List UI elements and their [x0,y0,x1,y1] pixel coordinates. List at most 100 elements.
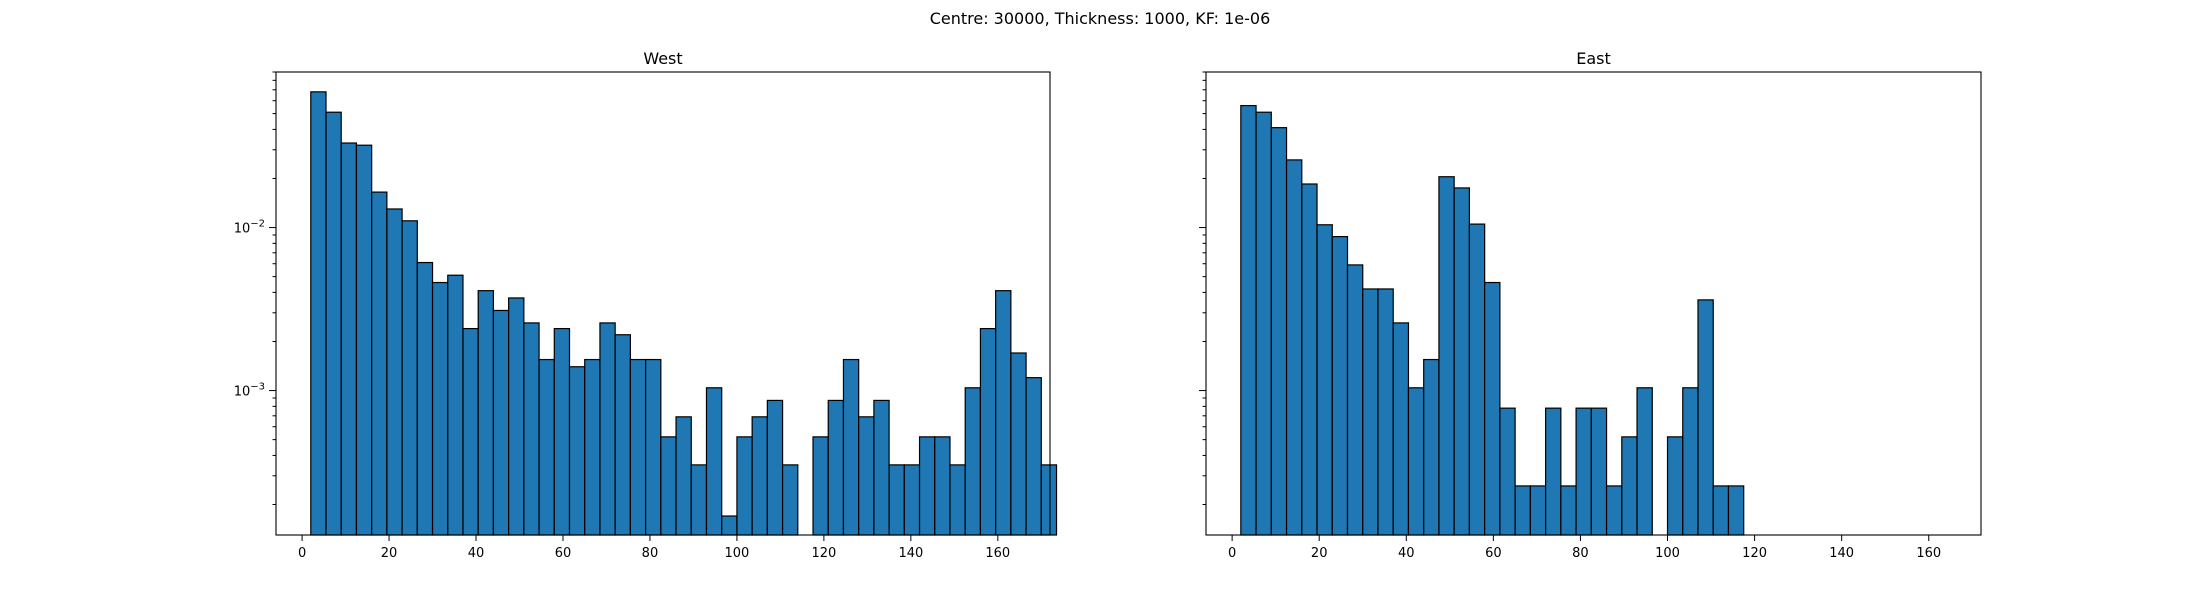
histogram-bar-west-1 [325,111,342,536]
histogram-bar-west-28 [736,436,753,536]
histogram-bar-east-15 [1468,223,1486,536]
histogram-bar-east-22 [1575,407,1592,536]
x-tick-label-east-60: 60 [1485,546,1502,561]
histogram-bar-west-36 [858,416,875,536]
histogram-bar-east-26 [1636,387,1653,536]
histogram-bar-west-29 [751,416,768,536]
histogram-bar-east-16 [1484,281,1501,536]
x-tick-label-west-60: 60 [555,546,572,561]
x-tick-label-east-80: 80 [1572,546,1589,561]
x-ticks-east: 0 20 40 60 80 100 120 140 160 [1228,535,1941,561]
x-tick-label-west-40: 40 [468,546,485,561]
histogram-bar-east-18 [1514,485,1531,536]
histogram-bar-west-30 [766,399,784,536]
histogram-bar-west-2 [340,142,358,536]
histogram-bar-east-1 [1255,111,1272,536]
histogram-bar-east-23 [1590,407,1608,536]
histogram-bar-east-5 [1316,224,1333,536]
histogram-bar-east-17 [1499,407,1516,536]
histogram-bar-west-15 [538,358,555,536]
histogram-bar-east-8 [1362,288,1379,536]
histogram-bar-east-3 [1285,159,1303,536]
histogram-bar-west-45 [995,290,1012,536]
histogram-bar-west-33 [812,436,829,536]
histogram-bar-east-12 [1423,358,1440,536]
histogram-bar-east-11 [1407,387,1425,536]
x-tick-label-east-120: 120 [1742,546,1767,561]
axes-frame-east [1205,71,1982,536]
axes-title-west: West [643,49,682,68]
histogram-bar-west-40 [918,436,936,536]
axes-title-east: East [1576,49,1611,68]
x-tick-label-east-140: 140 [1829,546,1854,561]
x-tick-label-west-120: 120 [811,546,836,561]
histogram-bar-east-25 [1621,436,1638,536]
histogram-bar-east-10 [1392,322,1410,536]
axes-east: East 0 20 40 60 80 100 120 140 160 [1199,49,1982,561]
histogram-bar-west-41 [934,436,951,536]
histogram-bar-west-5 [386,208,403,536]
histogram-bar-west-16 [553,327,571,536]
histogram-bar-west-6 [401,220,418,536]
histogram-bar-west-37 [873,399,890,536]
x-tick-label-east-0: 0 [1228,546,1236,561]
x-tick-label-west-0: 0 [298,546,306,561]
histogram-bar-east-19 [1529,485,1547,536]
histogram-bar-east-20 [1545,407,1562,536]
histogram-bar-west-19 [599,322,616,536]
histogram-bar-east-2 [1270,127,1288,536]
x-tick-label-west-20: 20 [381,546,398,561]
x-tick-label-east-160: 160 [1916,546,1941,561]
y-ticks-west: 10−3 10−2 [234,71,276,506]
histogram-bar-east-21 [1560,485,1577,536]
histogram-bar-west-17 [568,366,586,536]
histogram-bar-west-48 [1040,464,1058,536]
x-tick-label-west-80: 80 [642,546,659,561]
x-tick-label-west-100: 100 [725,546,750,561]
bars-west [310,91,1058,536]
histogram-bar-west-10 [462,327,479,536]
histogram-bar-east-31 [1712,485,1730,536]
histogram-bar-east-24 [1605,485,1623,536]
histogram-bar-east-13 [1438,176,1455,536]
histogram-bar-west-38 [888,464,905,536]
histogram-bar-west-7 [416,261,434,536]
histogram-bar-west-35 [842,358,860,536]
histogram-bar-east-32 [1727,485,1745,536]
y-tick-label-west: 10−3 [234,382,265,400]
bars-east [1240,104,1745,536]
x-tick-label-west-140: 140 [898,546,923,561]
histogram-bar-east-4 [1301,183,1318,536]
histogram-bar-east-0 [1240,104,1257,536]
axes-frame-west [275,71,1051,536]
histogram-bar-west-42 [949,464,966,536]
histogram-bar-east-14 [1453,187,1471,536]
histogram-bar-west-47 [1025,377,1042,536]
histogram-bar-west-20 [614,334,631,536]
x-tick-label-west-160: 160 [985,546,1010,561]
histogram-bar-west-3 [355,144,373,536]
histogram-bar-east-30 [1697,299,1714,536]
histogram-bar-west-43 [964,387,982,536]
x-tick-label-east-20: 20 [1311,546,1328,561]
histogram-bar-west-39 [903,464,921,536]
histogram-bar-west-0 [310,91,327,536]
figure-suptitle: Centre: 30000, Thickness: 1000, KF: 1e-0… [930,9,1271,28]
histogram-bar-west-25 [690,464,708,536]
histogram-bar-west-23 [660,436,677,536]
histogram-bar-west-22 [645,358,662,536]
histogram-bar-west-21 [629,358,647,536]
y-tick-label-west: 10−2 [234,219,265,237]
histogram-bar-west-12 [492,309,510,536]
histogram-bar-west-26 [705,387,723,536]
x-tick-label-east-40: 40 [1398,546,1415,561]
histogram-bar-west-44 [979,327,997,536]
histogram-bar-west-14 [523,322,540,536]
histogram-bar-east-7 [1346,264,1364,536]
histogram-bar-west-13 [508,297,525,536]
x-ticks-west: 0 20 40 60 80 100 120 140 160 [298,535,1010,561]
histogram-bar-east-29 [1682,387,1699,536]
x-tick-label-east-100: 100 [1655,546,1680,561]
y-ticks-east [1199,71,1206,506]
